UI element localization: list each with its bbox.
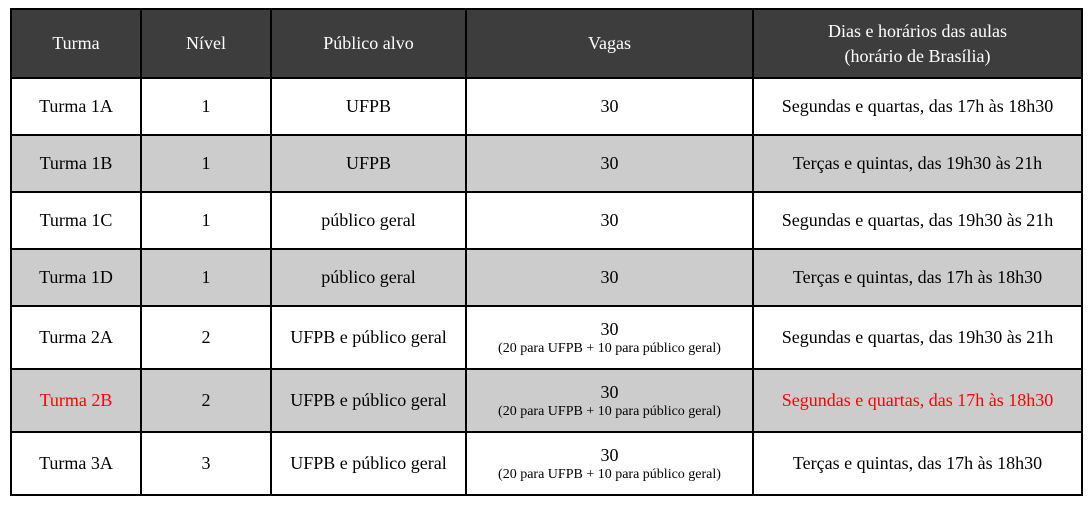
table-row: Turma 2A 2 UFPB e público geral 30 (20 p… [10, 305, 1083, 370]
table-row: Turma 2B 2 UFPB e público geral 30 (20 p… [10, 368, 1083, 433]
cell-publico-alvo: UFPB [270, 77, 467, 136]
col-header-dias-line2: (horário de Brasília) [844, 45, 991, 66]
vagas-number: 30 [600, 96, 619, 117]
cell-dias-horarios: Terças e quintas, das 17h às 18h30 [752, 248, 1083, 307]
cell-publico-alvo: público geral [270, 248, 467, 307]
cell-dias-horarios: Segundas e quartas, das 19h30 às 21h [752, 191, 1083, 250]
vagas-note: (20 para UFPB + 10 para público geral) [498, 467, 721, 483]
cell-turma: Turma 2A [10, 305, 142, 370]
cell-vagas: 30 [465, 191, 754, 250]
table-row: Turma 1B 1 UFPB 30 Terças e quintas, das… [10, 134, 1083, 193]
cell-dias-horarios: Segundas e quartas, das 19h30 às 21h [752, 305, 1083, 370]
cell-turma: Turma 2B [10, 368, 142, 433]
cell-nivel: 1 [140, 134, 272, 193]
cell-turma: Turma 1A [10, 77, 142, 136]
cell-turma: Turma 1D [10, 248, 142, 307]
cell-turma: Turma 3A [10, 431, 142, 496]
cell-nivel: 1 [140, 77, 272, 136]
cell-vagas: 30 [465, 77, 754, 136]
col-header-dias-horarios: Dias e horários das aulas (horário de Br… [752, 8, 1083, 79]
col-header-vagas: Vagas [465, 8, 754, 79]
cell-vagas: 30 [465, 248, 754, 307]
cell-nivel: 2 [140, 305, 272, 370]
cell-nivel: 1 [140, 248, 272, 307]
cell-publico-alvo: UFPB e público geral [270, 305, 467, 370]
course-schedule-table: Turma Nível Público alvo Vagas Dias e ho… [10, 8, 1083, 496]
table-row: Turma 3A 3 UFPB e público geral 30 (20 p… [10, 431, 1083, 496]
vagas-number: 30 [600, 267, 619, 288]
cell-turma: Turma 1C [10, 191, 142, 250]
cell-dias-horarios: Terças e quintas, das 19h30 às 21h [752, 134, 1083, 193]
col-header-dias-line1: Dias e horários das aulas [828, 21, 1007, 42]
cell-dias-horarios: Segundas e quartas, das 17h às 18h30 [752, 77, 1083, 136]
cell-nivel: 3 [140, 431, 272, 496]
cell-nivel: 1 [140, 191, 272, 250]
cell-vagas: 30 (20 para UFPB + 10 para público geral… [465, 368, 754, 433]
cell-vagas: 30 [465, 134, 754, 193]
cell-vagas: 30 (20 para UFPB + 10 para público geral… [465, 431, 754, 496]
vagas-note: (20 para UFPB + 10 para público geral) [498, 341, 721, 357]
cell-publico-alvo: UFPB e público geral [270, 431, 467, 496]
col-header-turma: Turma [10, 8, 142, 79]
col-header-publico-alvo: Público alvo [270, 8, 467, 79]
header-row: Turma Nível Público alvo Vagas Dias e ho… [10, 8, 1083, 79]
cell-publico-alvo: UFPB [270, 134, 467, 193]
col-header-nivel: Nível [140, 8, 272, 79]
vagas-number: 30 [600, 153, 619, 174]
cell-nivel: 2 [140, 368, 272, 433]
cell-turma: Turma 1B [10, 134, 142, 193]
vagas-number: 30 [600, 210, 619, 231]
cell-dias-horarios: Segundas e quartas, das 17h às 18h30 [752, 368, 1083, 433]
vagas-number: 30 [600, 381, 619, 402]
table-row: Turma 1D 1 público geral 30 Terças e qui… [10, 248, 1083, 307]
table-row: Turma 1A 1 UFPB 30 Segundas e quartas, d… [10, 77, 1083, 136]
table-row: Turma 1C 1 público geral 30 Segundas e q… [10, 191, 1083, 250]
vagas-number: 30 [600, 318, 619, 339]
cell-vagas: 30 (20 para UFPB + 10 para público geral… [465, 305, 754, 370]
vagas-number: 30 [600, 444, 619, 465]
cell-publico-alvo: público geral [270, 191, 467, 250]
cell-dias-horarios: Terças e quintas, das 17h às 18h30 [752, 431, 1083, 496]
vagas-note: (20 para UFPB + 10 para público geral) [498, 404, 721, 420]
cell-publico-alvo: UFPB e público geral [270, 368, 467, 433]
